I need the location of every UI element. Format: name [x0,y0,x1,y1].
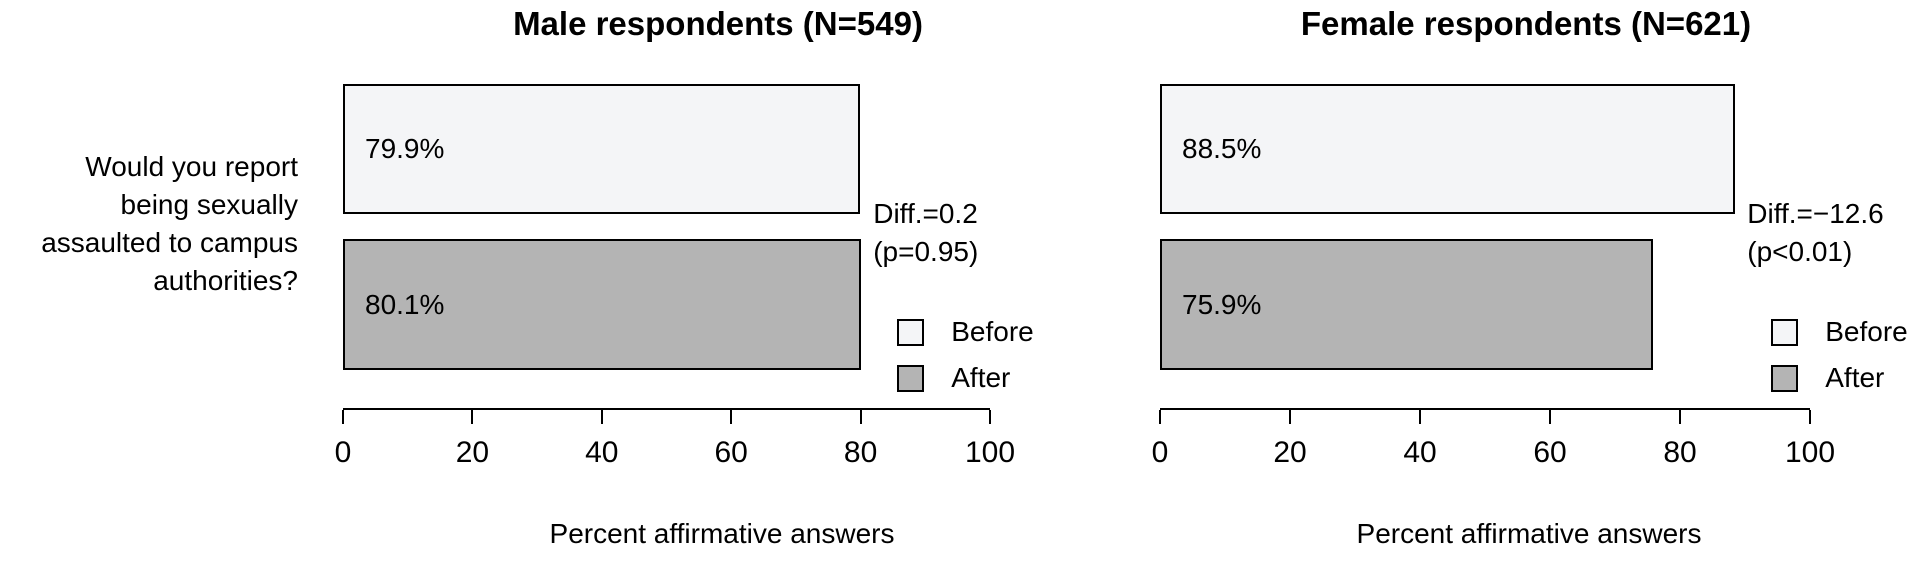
x-axis-title: Percent affirmative answers [1356,518,1702,549]
question-line: authorities? [153,265,298,296]
axis-tick-label: 20 [1273,436,1307,469]
diff-annotation: Diff.=−12.6 (p<0.01) [1747,195,1883,271]
bar-after: 80.1% [343,239,862,370]
plot-area: 79.9% 80.1% Diff.=0.2 (p=0.95) Before Af… [335,0,1034,562]
axis-tick [600,410,603,424]
legend-swatch-before [897,318,925,346]
x-axis: 0 20 40 60 80 100 [335,408,1015,469]
bar-value-label: 75.9% [1182,288,1262,320]
chart-title: Male respondents (N=549) [513,5,923,42]
legend-label-after: After [951,362,1011,393]
axis-tick [1289,410,1291,424]
legend-swatch-after [1771,364,1799,392]
axis-tick [859,410,862,424]
axis-tick-label: 80 [843,436,878,469]
axis-tick-label: 40 [585,436,619,469]
legend: Before After [897,316,1034,408]
bar-before: 88.5% [1160,84,1736,214]
legend: Before After [1771,316,1908,408]
x-axis-title: Percent affirmative answers [549,518,895,549]
axis-tick [471,410,474,424]
bar-value-label: 79.9% [365,133,445,164]
question-line: assaulted to campus [41,227,298,258]
axis-tick-label: 100 [1784,436,1836,469]
p-value: (p=0.95) [873,236,979,267]
question-label: Would you report being sexually assaulte… [0,148,298,300]
axis-tick [1679,410,1681,424]
axis-tick [1419,410,1421,424]
legend-label-after: After [1825,362,1885,393]
axis-tick [989,410,991,424]
chart-title: Female respondents (N=621) [1300,5,1752,42]
axis-tick-label: 60 [714,436,748,469]
legend-label-before: Before [951,316,1034,347]
axis-tick-label: 0 [334,436,352,469]
legend-entry-before: Before [897,316,1034,348]
axis-tick [730,410,733,424]
diff-value: Diff.=−12.6 [1747,198,1884,229]
axis-tick-label: 80 [1663,436,1697,469]
p-value: (p<0.01) [1747,236,1853,267]
axis-tick [1809,410,1811,424]
legend-entry-before: Before [1771,316,1908,348]
diff-annotation: Diff.=0.2 (p=0.95) [873,195,978,271]
question-line: Would you report [85,151,298,182]
axis-tick-label: 20 [455,436,490,469]
legend-swatch-after [897,364,925,392]
axis-tick-label: 100 [964,436,1016,469]
axis-tick-label: 60 [1533,436,1567,469]
diff-value: Diff.=0.2 [873,198,978,229]
bar-before: 79.9% [343,84,860,214]
legend-entry-after: After [897,362,1034,394]
legend-label-before: Before [1825,316,1908,347]
question-line: being sexually [120,189,298,220]
x-axis: 0 20 40 60 80 100 [1152,408,1835,469]
bar-value-label: 88.5% [1182,133,1262,164]
plot-area: 88.5% 75.9% Diff.=−12.6 (p<0.01) Before … [1152,0,1908,562]
legend-swatch-before [1771,318,1799,346]
bar-value-label: 80.1% [365,288,445,320]
axis-tick-label: 0 [1151,436,1169,469]
bar-after: 75.9% [1160,239,1654,370]
axis-tick [1159,410,1161,424]
axis-tick [342,410,344,424]
axis-tick [1549,410,1551,424]
axis-tick-label: 40 [1403,436,1437,469]
legend-entry-after: After [1771,362,1908,394]
